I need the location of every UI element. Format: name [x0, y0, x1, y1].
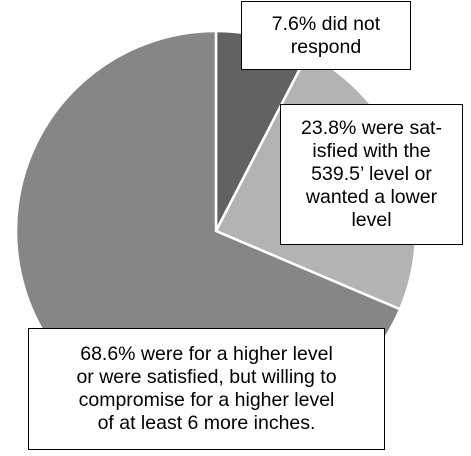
- slice-label-satisfied-or-lower: 23.8% were sat- isfied with the 539.5’ l…: [280, 104, 463, 245]
- slice-label-higher-level: 68.6% were for a higher level or were sa…: [28, 328, 385, 450]
- slice-label-did-not-respond: 7.6% did not respond: [241, 1, 411, 70]
